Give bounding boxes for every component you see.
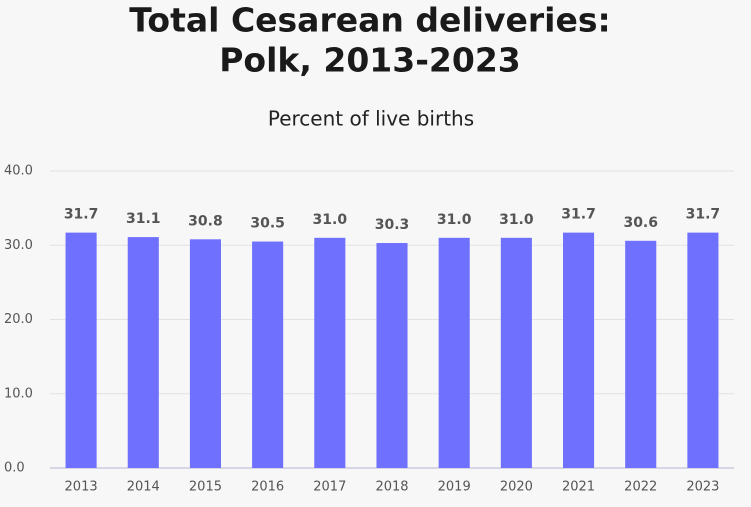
x-tick-label: 2018: [375, 480, 408, 495]
x-tick-label: 2015: [189, 480, 222, 495]
value-label: 30.3: [375, 217, 410, 233]
x-tick-label: 2019: [438, 480, 471, 495]
y-tick-label: 30.0: [4, 238, 33, 253]
value-label: 31.0: [499, 212, 534, 228]
bar: [65, 232, 97, 468]
bar: [500, 237, 532, 468]
y-tick-label: 40.0: [4, 164, 33, 179]
x-tick-label: 2013: [65, 480, 98, 495]
y-tick-label: 10.0: [4, 386, 33, 401]
value-label: 31.1: [126, 211, 161, 227]
chart-subtitle: Percent of live births: [268, 107, 474, 131]
bar: [625, 240, 657, 468]
bar: [314, 237, 346, 468]
value-label: 31.7: [561, 207, 596, 223]
chart-title: Polk, 2013-2023: [219, 41, 521, 80]
x-tick-label: 2023: [686, 480, 719, 495]
x-tick-label: 2016: [251, 480, 284, 495]
x-tick-label: 2014: [127, 480, 160, 495]
value-label: 30.8: [188, 213, 223, 229]
value-label: 31.7: [686, 207, 721, 223]
value-label: 31.0: [437, 212, 472, 228]
value-label: 30.6: [623, 215, 658, 231]
bar: [127, 237, 159, 468]
chart-title: Total Cesarean deliveries:: [129, 1, 610, 40]
bar: [687, 232, 719, 468]
x-tick-label: 2021: [562, 480, 595, 495]
bar: [376, 243, 408, 468]
value-label: 31.7: [64, 207, 99, 223]
bar: [563, 232, 595, 468]
x-tick-label: 2022: [624, 480, 657, 495]
bar: [438, 237, 470, 468]
y-tick-label: 0.0: [4, 461, 25, 476]
x-tick-label: 2020: [500, 480, 533, 495]
value-label: 30.5: [250, 216, 285, 232]
bar: [189, 239, 221, 468]
bar: [252, 241, 284, 468]
x-tick-label: 2017: [313, 480, 346, 495]
y-tick-label: 20.0: [4, 312, 33, 327]
value-label: 31.0: [313, 212, 348, 228]
